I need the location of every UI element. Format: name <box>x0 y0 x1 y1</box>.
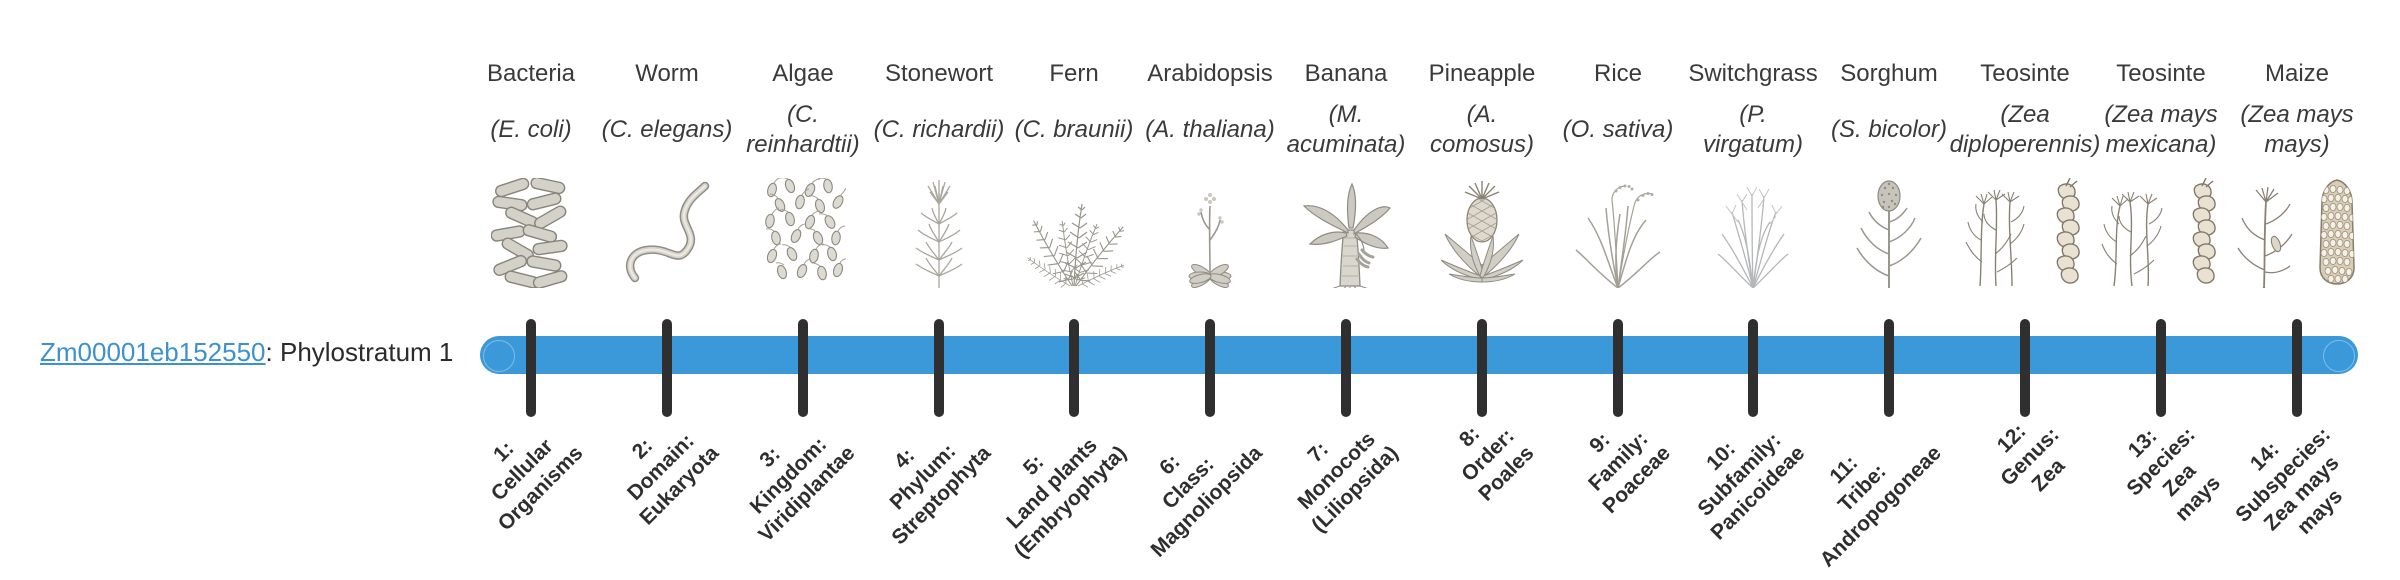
organism-scientific-name: (S. bicolor) <box>1830 116 1948 143</box>
organism-name: Rice <box>1593 60 1642 87</box>
switchgrass-illustration <box>1717 186 1789 288</box>
organism-name: Banana <box>1304 60 1388 87</box>
stratum-label-1: 1: Cellular Organisms <box>487 434 588 536</box>
organism-scientific-name: (Zea mays mays) <box>2240 101 2354 158</box>
organism-column-pineapple: Pineapple (A. comosus) <box>1407 0 1557 580</box>
arabidopsis-illustration <box>1188 193 1232 288</box>
organism-name: Bacteria <box>486 60 576 87</box>
stratum-label-8: 8: Order: Poales <box>1455 422 1539 506</box>
organism-column-stonewort: Stonewort (C. richardii) <box>864 0 1014 580</box>
organism-name: Teosinte <box>1980 60 2070 87</box>
pineapple-illustration <box>1440 181 1524 283</box>
stratum-label-2: 2: Domain: Eukaryota <box>623 429 724 530</box>
stratum-label-13: 13: Species: Zea mays <box>2122 423 2225 526</box>
organism-name: Switchgrass <box>1688 60 1818 87</box>
maize-illustration <box>2237 179 2355 288</box>
phylostratum-tick-6 <box>1205 319 1215 417</box>
organism-column-arabidopsis: Arabidopsis (A. thaliana) <box>1135 0 1285 580</box>
organism-name: Algae <box>772 60 834 87</box>
phylostratum-tick-2 <box>662 319 672 417</box>
organism-name: Worm <box>635 60 699 87</box>
timeline-bar <box>480 336 2358 374</box>
phylostratum-tick-14 <box>2292 319 2302 417</box>
banana-illustration <box>1302 182 1391 288</box>
phylostratum-tick-11 <box>1884 319 1894 417</box>
organism-name: Maize <box>2264 60 2330 87</box>
bar-left-cap-arc <box>483 340 515 372</box>
organism-column-rice: Rice (O. sativa) <box>1543 0 1693 580</box>
bar-right-cap-arc <box>2323 340 2355 372</box>
worm-illustration <box>625 181 710 283</box>
organism-column-bacteria: Bacteria (E. coli) <box>456 0 606 580</box>
algae-illustration <box>765 178 846 281</box>
organism-scientific-name: (M. acuminata) <box>1286 101 1406 158</box>
stratum-label-9: 9: Family: Poaceae <box>1583 427 1675 519</box>
teosinte-diploperennis-illustration <box>1965 178 2080 287</box>
organism-scientific-name: (O. sativa) <box>1562 116 1674 143</box>
stratum-label-4: 4: Phylum: Streptophyta <box>886 439 996 550</box>
phylostratum-tick-1 <box>526 319 536 417</box>
organism-name: Sorghum <box>1840 60 1938 87</box>
phylostratum-tick-12 <box>2020 319 2030 417</box>
organism-column-algae: Algae (C. reinhardtii) <box>728 0 878 580</box>
organism-scientific-name: (C. braunii) <box>1014 116 1134 143</box>
organism-name: Pineapple <box>1428 60 1536 87</box>
organism-scientific-name: (A. comosus) <box>1429 101 1535 158</box>
phylostratum-tick-7 <box>1341 319 1351 417</box>
phylostratum-tick-13 <box>2156 319 2166 417</box>
organism-name: Fern <box>1049 60 1099 87</box>
organism-scientific-name: (A. thaliana) <box>1145 116 1275 143</box>
phylostratum-text: : Phylostratum 1 <box>265 337 454 367</box>
gene-id-link[interactable]: Zm00001eb152550 <box>40 337 266 367</box>
phylostratum-tick-9 <box>1613 319 1623 417</box>
stratum-label-12: 12: Genus: Zea <box>1992 419 2070 497</box>
organism-column-sorghum: Sorghum (S. bicolor) <box>1814 0 1964 580</box>
organism-column-banana: Banana (M. acuminata) <box>1271 0 1421 580</box>
organism-column-teosinte-mexicana: Teosinte (Zea mays mexicana) <box>2086 0 2236 580</box>
organism-scientific-name: (C. reinhardtii) <box>746 101 860 158</box>
organism-scientific-name: (E. coli) <box>490 116 572 143</box>
organism-name: Arabidopsis <box>1147 60 1273 87</box>
organism-column-switchgrass: Switchgrass (P. virgatum) <box>1678 0 1828 580</box>
sorghum-illustration <box>1856 180 1922 288</box>
fern-illustration <box>1024 203 1124 288</box>
phylostratum-tick-3 <box>798 319 808 417</box>
teosinte-mexicana-illustration <box>2101 178 2216 287</box>
organism-scientific-name: (C. elegans) <box>601 116 733 143</box>
stratum-label-3: 3: Kingdom: Viridiplantae <box>746 432 860 547</box>
organism-column-worm: Worm (C. elegans) 2: Domain: Eukaryota <box>592 0 742 580</box>
stratum-label-14: 14: Subspecies: Zea mays mays <box>2231 423 2348 539</box>
organism-scientific-name: (Zea diploperennis) <box>1949 101 2101 158</box>
phylostratum-tick-8 <box>1477 319 1487 417</box>
organism-scientific-name: (C. richardii) <box>873 116 1005 143</box>
phylostratum-tick-10 <box>1748 319 1758 417</box>
gene-label: Zm00001eb152550: Phylostratum 1 <box>40 338 453 366</box>
organism-column-fern: Fern (C. braunii) <box>999 0 1149 580</box>
stonewort-illustration <box>915 180 963 288</box>
stratum-label-7: 7: Monocots (Liliopsida) <box>1293 427 1403 537</box>
organism-name: Stonewort <box>884 60 994 87</box>
organism-column-teosinte-diploperennis: Teosinte (Zea diploperennis) <box>1949 0 2101 580</box>
rice-illustration <box>1575 184 1661 288</box>
organism-scientific-name: (Zea mays mexicana) <box>2104 101 2218 158</box>
phylostratum-tick-4 <box>934 319 944 417</box>
organism-scientific-name: (P. virgatum) <box>1702 101 1804 158</box>
phylostratum-tick-5 <box>1069 319 1079 417</box>
organism-name: Teosinte <box>2116 60 2206 87</box>
organism-column-maize: Maize (Zea mays mays) <box>2222 0 2372 580</box>
bacteria-illustration <box>491 178 568 288</box>
